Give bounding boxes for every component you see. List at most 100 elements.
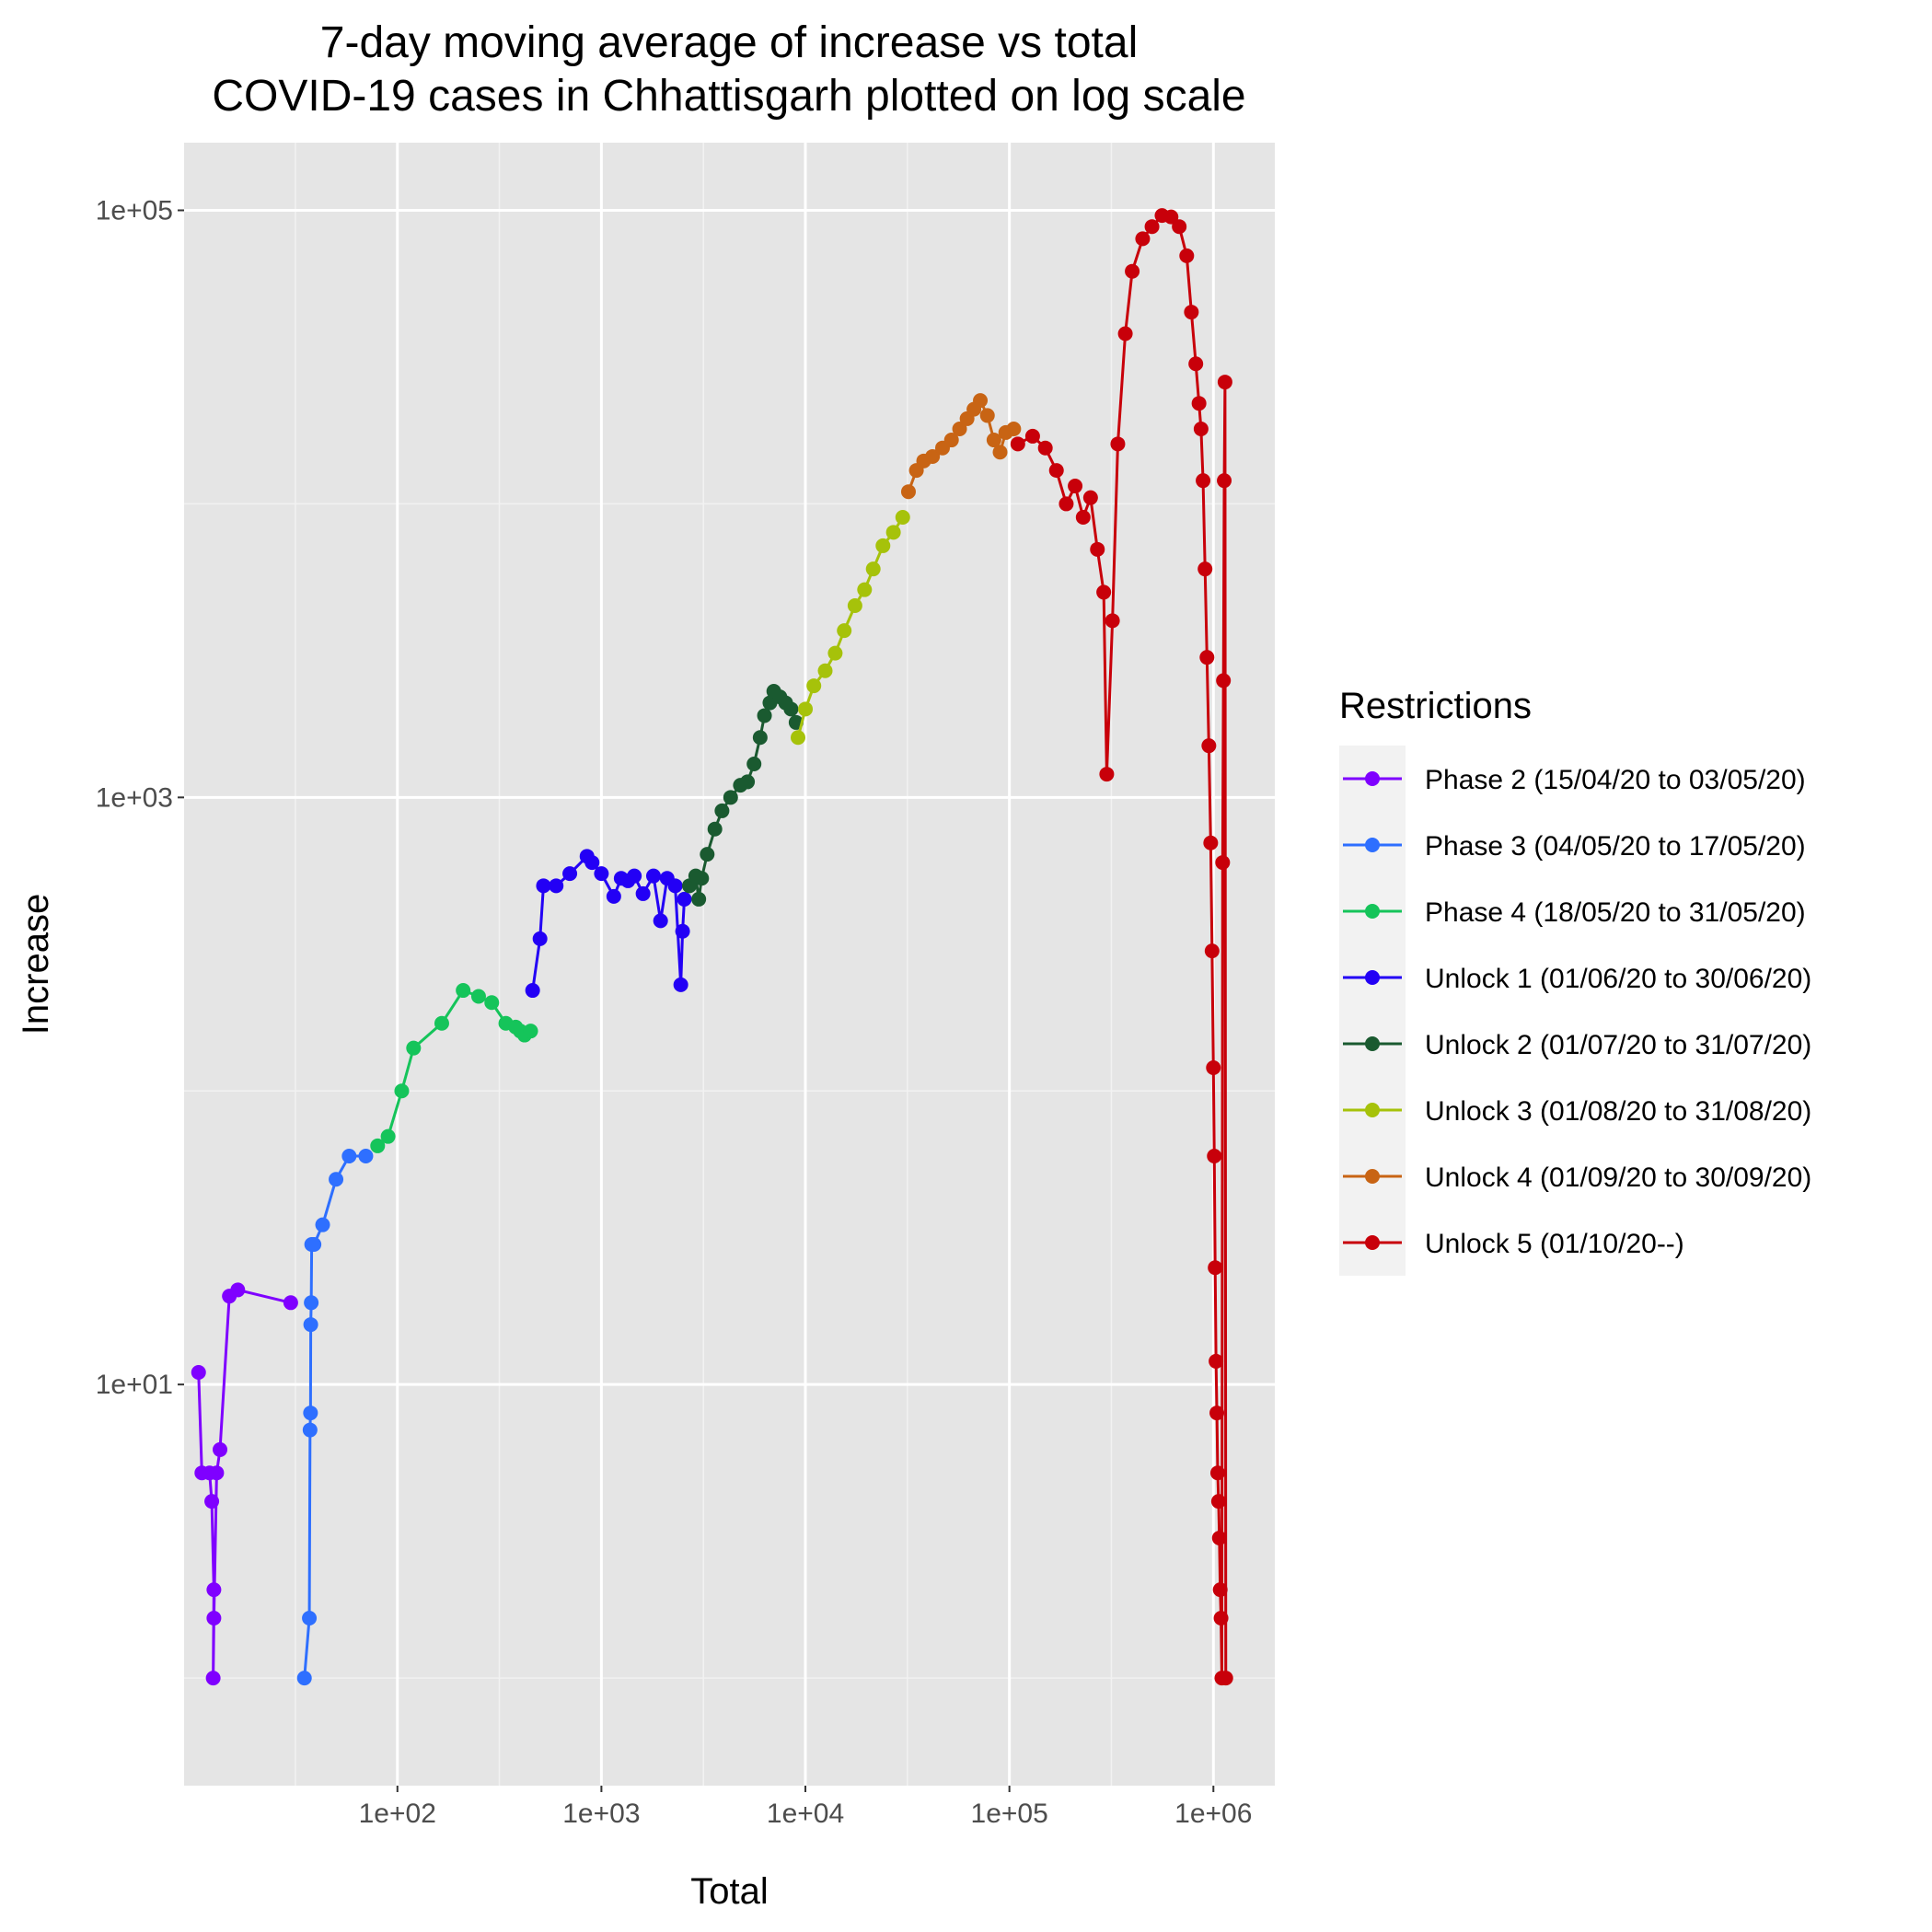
data-point [992, 445, 1008, 460]
legend-label: Phase 2 (15/04/20 to 03/05/20) [1425, 765, 1806, 795]
legend-key-point [1365, 771, 1380, 786]
data-point [204, 1494, 220, 1510]
legend-label: Unlock 3 (01/08/20 to 31/08/20) [1425, 1096, 1811, 1127]
data-point [645, 868, 661, 884]
data-point [1210, 1494, 1226, 1510]
series-6 [791, 510, 910, 746]
legend-label: Unlock 2 (01/07/20 to 31/07/20) [1425, 1030, 1811, 1060]
data-point [1037, 440, 1053, 456]
data-point [1211, 1530, 1227, 1545]
series-1 [191, 1282, 298, 1686]
data-point [627, 868, 642, 884]
data-point [303, 1317, 318, 1333]
legend-key-background [1339, 746, 1406, 1276]
legend-item: Unlock 4 (01/09/20 to 30/09/20) [1343, 1163, 1811, 1193]
data-point [746, 757, 762, 772]
series-7 [900, 393, 1022, 500]
x-tick-label: 1e+04 [767, 1799, 844, 1829]
data-point [783, 701, 799, 717]
data-point [230, 1282, 246, 1298]
data-point [296, 1671, 312, 1686]
legend-items: Phase 2 (15/04/20 to 03/05/20) Phase 3 (0… [1343, 765, 1811, 1259]
data-point [694, 871, 710, 886]
legend-item: Phase 4 (18/05/20 to 31/05/20) [1343, 897, 1806, 928]
data-point [307, 1237, 322, 1253]
data-point [594, 866, 609, 882]
data-point [1209, 1465, 1225, 1481]
data-point [205, 1671, 221, 1686]
data-point [523, 1024, 538, 1039]
data-point [1216, 673, 1232, 688]
legend-label: Unlock 1 (01/06/20 to 30/06/20) [1425, 964, 1811, 994]
data-point [1218, 1671, 1233, 1686]
data-point [532, 931, 548, 946]
data-point [1144, 219, 1160, 235]
data-point [757, 708, 772, 723]
data-point [827, 645, 843, 661]
series-3 [370, 983, 538, 1153]
data-point [358, 1149, 374, 1164]
data-point [191, 1364, 206, 1380]
data-point [1201, 738, 1217, 754]
data-point [635, 885, 651, 901]
data-point [1212, 1582, 1228, 1598]
legend: Restrictions Phase 2 (15/04/20 to 03/05/… [1339, 686, 1811, 1276]
data-point [303, 1406, 318, 1421]
series-5 [682, 683, 804, 907]
data-point [865, 561, 881, 577]
legend-item: Phase 3 (04/05/20 to 17/05/20) [1343, 831, 1806, 862]
chart-title-line-2: COVID-19 cases in Chhattisgarh plotted o… [212, 72, 1245, 121]
data-point [1135, 231, 1151, 247]
legend-key-point [1365, 1235, 1380, 1250]
data-point [791, 730, 806, 746]
data-point [406, 1040, 422, 1056]
data-point [952, 422, 967, 437]
data-point [1110, 436, 1126, 452]
data-point [304, 1295, 319, 1311]
data-point [943, 433, 959, 448]
data-point [1207, 1149, 1222, 1164]
data-point [562, 866, 578, 882]
series-layer [191, 208, 1233, 1686]
data-point [700, 847, 715, 862]
data-point [1172, 219, 1187, 235]
data-point [740, 774, 756, 790]
data-point [536, 878, 551, 894]
data-point [1068, 479, 1083, 494]
legend-key-point [1365, 1103, 1380, 1117]
legend-item: Unlock 5 (01/10/20--) [1343, 1229, 1684, 1259]
data-point [606, 888, 621, 904]
data-point [875, 538, 891, 553]
data-point [798, 701, 814, 717]
data-point [1215, 855, 1231, 871]
legend-key-point [1365, 1169, 1380, 1184]
data-point [549, 878, 564, 894]
series-4 [525, 849, 692, 999]
data-point [1105, 613, 1120, 629]
data-point [470, 989, 486, 1004]
legend-key-point [1365, 838, 1380, 852]
data-point [1075, 510, 1091, 526]
data-point [752, 730, 768, 746]
legend-item: Unlock 2 (01/07/20 to 31/07/20) [1343, 1030, 1811, 1060]
data-point [1193, 422, 1209, 437]
legend-label: Phase 3 (04/05/20 to 17/05/20) [1425, 831, 1806, 862]
chart-title-line-1: 7-day moving average of increase vs tota… [320, 18, 1138, 67]
data-point [206, 1611, 222, 1626]
data-point [1199, 650, 1215, 665]
data-point [584, 855, 600, 871]
legend-key-point [1365, 970, 1380, 985]
data-point [673, 977, 688, 992]
x-axis-ticks: 1e+02 1e+03 1e+04 1e+05 1e+06 [359, 1786, 1252, 1829]
data-point [973, 393, 989, 409]
data-point [675, 923, 690, 939]
data-point [806, 678, 822, 694]
plot-panel [184, 143, 1275, 1786]
data-point [434, 1015, 449, 1031]
data-point [677, 891, 692, 907]
data-point [1090, 541, 1105, 557]
chart-title: 7-day moving average of increase vs tota… [212, 18, 1245, 121]
y-tick-label: 1e+03 [96, 782, 173, 813]
data-point [979, 408, 995, 423]
